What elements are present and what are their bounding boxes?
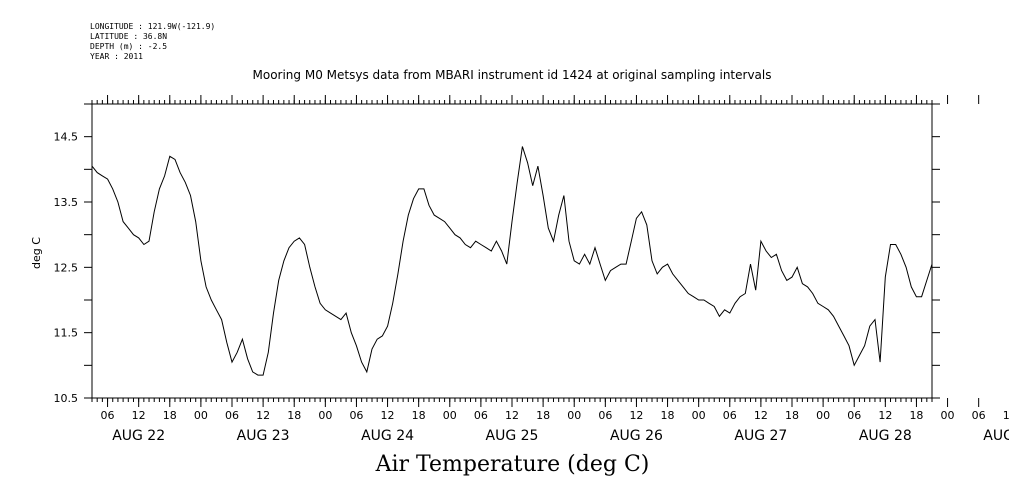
minor-ticks xyxy=(91,100,933,402)
chart-title: Mooring M0 Metsys data from MBARI instru… xyxy=(252,68,772,82)
x-tick-label: 06 xyxy=(101,409,115,422)
x-tick-label: 12 xyxy=(132,409,146,422)
x-tick-label: 06 xyxy=(474,409,488,422)
x-tick-label: 12 xyxy=(629,409,643,422)
latitude-label: LATITUDE : 36.8N xyxy=(90,32,168,41)
depth-label: DEPTH (m) : -2.5 xyxy=(90,42,168,51)
day-label: AUG 28 xyxy=(859,428,912,444)
x-tick-label: 00 xyxy=(318,409,332,422)
y-tick-label: 12.5 xyxy=(54,261,79,274)
x-tick-label: 06 xyxy=(349,409,363,422)
y-tick-label: 14.5 xyxy=(54,131,79,144)
x-tick-label: 06 xyxy=(723,409,737,422)
x-tick-label: 18 xyxy=(909,409,923,422)
x-tick-label: 18 xyxy=(785,409,799,422)
x-axis: 06 12 18 00 06 12 18 00 06 12 18 00 06 12 18 00 06 12 18 00… xyxy=(101,95,1009,444)
x-tick-label: 00 xyxy=(816,409,830,422)
series-line xyxy=(91,146,933,376)
x-tick-label: 12 xyxy=(505,409,519,422)
x-tick-label: 18 xyxy=(287,409,301,422)
day-label: AUG 23 xyxy=(237,428,290,444)
x-tick-label: 06 xyxy=(972,409,986,422)
x-tick-label: 00 xyxy=(941,409,955,422)
x-tick-label: 00 xyxy=(567,409,581,422)
x-tick-label: 06 xyxy=(225,409,239,422)
x-tick-label: 18 xyxy=(536,409,550,422)
x-tick-label: 00 xyxy=(692,409,706,422)
x-tick-label: 12 xyxy=(1003,409,1009,422)
x-tick-label: 06 xyxy=(598,409,612,422)
day-label: AUG 22 xyxy=(112,428,165,444)
x-tick-label: 18 xyxy=(661,409,675,422)
day-label: AUG 25 xyxy=(486,428,539,444)
x-tick-label: 12 xyxy=(878,409,892,422)
metadata-block: LONGITUDE : 121.9W(-121.9) LATITUDE : 36… xyxy=(90,22,215,62)
plot-frame xyxy=(91,103,933,399)
x-tick-label: 12 xyxy=(754,409,768,422)
x-tick-label: 00 xyxy=(194,409,208,422)
y-tick-label: 11.5 xyxy=(54,327,79,340)
x-tick-label: 00 xyxy=(443,409,457,422)
x-tick-label: 12 xyxy=(381,409,395,422)
y-axis-label: deg C xyxy=(30,237,43,269)
longitude-label: LONGITUDE : 121.9W(-121.9) xyxy=(90,22,216,31)
x-axis-label: Air Temperature (deg C) xyxy=(375,452,650,477)
day-label: AUG 27 xyxy=(734,428,787,444)
x-tick-label: 06 xyxy=(847,409,861,422)
y-axis: 10.5 11.5 12.5 13.5 14.5 xyxy=(54,103,940,405)
y-tick-label: 10.5 xyxy=(54,392,79,405)
day-label: AUG 29 xyxy=(983,428,1009,444)
day-label: AUG 24 xyxy=(361,428,414,444)
y-tick-label: 13.5 xyxy=(54,196,79,209)
x-tick-label: 18 xyxy=(412,409,426,422)
year-label: YEAR : 2011 xyxy=(90,52,143,61)
x-tick-label: 18 xyxy=(163,409,177,422)
x-tick-label: 12 xyxy=(256,409,270,422)
day-label: AUG 26 xyxy=(610,428,663,444)
